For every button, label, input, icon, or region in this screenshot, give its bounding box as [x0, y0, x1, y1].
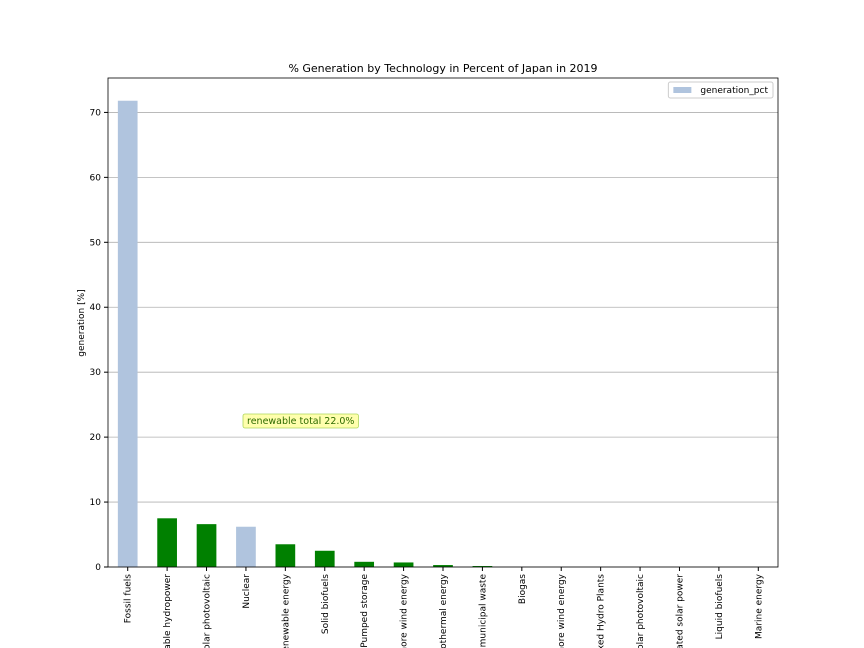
x-tick-label: Pumped storage	[360, 574, 370, 648]
bar	[236, 526, 256, 567]
x-tick-label: Biogas	[518, 574, 528, 604]
legend: generation_pct	[667, 81, 774, 99]
y-tick-label: 50	[90, 238, 102, 248]
y-tick-label: 10	[90, 498, 102, 508]
x-tick-label: Liquid biofuels	[715, 574, 725, 640]
y-tick-label: 60	[90, 173, 102, 183]
bar	[314, 550, 335, 567]
bar	[275, 544, 296, 567]
bar	[117, 100, 138, 568]
y-tick-label: 40	[90, 303, 102, 313]
bar	[472, 566, 493, 567]
x-tick-label: renewable energy	[281, 573, 291, 648]
y-tick-label: 0	[95, 563, 101, 573]
x-tick-label: Solid biofuels	[321, 574, 331, 634]
x-tick-label: e municipal waste	[478, 574, 488, 648]
x-tick-label: lixed Hydro Plants	[597, 574, 607, 648]
legend-box	[667, 81, 774, 99]
chart-title: % Generation by Technology in Percent of…	[288, 62, 597, 75]
legend-label: generation_pct	[700, 86, 768, 96]
legend-swatch	[673, 87, 692, 93]
x-tick-label: hore wind energy	[557, 573, 567, 648]
annotation-box	[242, 413, 359, 429]
y-tick-label: 30	[90, 368, 102, 378]
x-tick-label: Marine energy	[754, 573, 764, 639]
bar	[157, 518, 177, 567]
x-tick-label: Solar photovoltaic	[203, 574, 213, 648]
y-tick-label: 70	[90, 108, 102, 118]
x-tick-label: Nuclear	[242, 574, 252, 609]
x-tick-label: hore wind energy	[400, 573, 410, 648]
bar	[354, 561, 375, 567]
x-tick-label: eothermal energy	[439, 573, 449, 648]
x-tick-label: Fossil fuels	[124, 574, 134, 624]
y-tick-label: 20	[90, 433, 102, 443]
bar	[433, 565, 453, 567]
x-tick-label: vable hydropower	[163, 574, 173, 648]
bar	[393, 562, 414, 567]
annotation-text: renewable total 22.0%	[247, 416, 354, 427]
annotation: renewable total 22.0%	[242, 413, 359, 429]
x-tick-label: rated solar power	[675, 574, 685, 648]
y-axis-label: generation [%]	[77, 289, 87, 356]
bar	[196, 524, 217, 567]
plot-frame	[107, 77, 779, 568]
x-tick-label: Solar photovoltaic	[636, 574, 646, 648]
